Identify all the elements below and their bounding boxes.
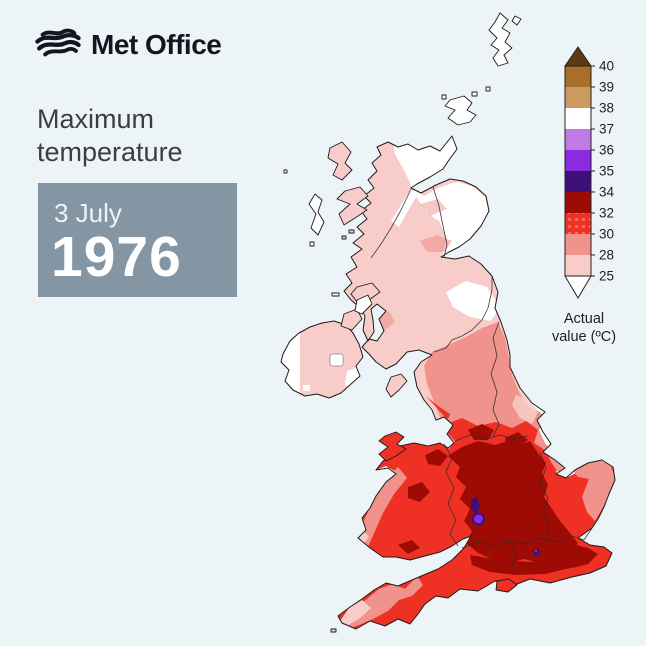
orkney: [444, 95, 477, 126]
brand-name: Met Office: [91, 29, 222, 60]
legend-segment: [565, 66, 591, 87]
legend-segment: [565, 108, 591, 129]
legend-title-line2: value (ºC): [552, 329, 616, 345]
anglesey: [378, 431, 407, 462]
legend-tick-label: 35: [599, 164, 614, 179]
hotspot-35-36: [474, 514, 483, 524]
met-office-waves-icon: [35, 28, 81, 57]
skye: [336, 186, 369, 226]
legend-segment: [565, 171, 591, 192]
uists: [308, 193, 325, 236]
legend-segment: [565, 255, 591, 276]
legend-tick-label: 40: [599, 59, 614, 74]
isle-of-wight: [495, 578, 518, 593]
legend-tick-label: 39: [599, 80, 614, 95]
legend-title-line1: Actual: [564, 311, 604, 327]
legend-segment-texture: [565, 213, 591, 234]
temperature-legend: 40 39 38 37 36 35 34 32 30 28 25: [564, 46, 615, 299]
northern-ireland: [280, 320, 364, 399]
legend-segment: [565, 150, 591, 171]
legend-tick-label: 36: [599, 143, 614, 158]
legend-segment: [565, 192, 591, 213]
zone-32-34: [448, 441, 578, 563]
hotspot-34-35: [471, 497, 480, 515]
isle-of-man: [385, 373, 408, 398]
legend-segment: [565, 234, 591, 255]
jura: [354, 294, 373, 315]
lough-neagh: [329, 353, 344, 367]
legend-arrow-above-40: [564, 46, 592, 67]
coastlines: [280, 12, 616, 633]
legend-tick-label: 28: [599, 248, 614, 263]
title-line2: temperature: [37, 137, 183, 167]
legend-segment: [565, 129, 591, 150]
legend-tick-label: 37: [599, 122, 614, 137]
page-title: Maximum temperature: [37, 103, 183, 169]
date-day: 3 July: [54, 198, 122, 228]
title-line1: Maximum: [37, 104, 155, 134]
date-panel: 3 July 1976: [38, 183, 237, 297]
legend-segment: [565, 87, 591, 108]
met-office-logo: Met Office: [34, 26, 222, 64]
shetland: [488, 12, 513, 67]
legend-tick-label: 34: [599, 185, 615, 200]
legend-tick-label: 25: [599, 269, 614, 284]
lewis-harris: [327, 141, 353, 181]
legend-tick-label: 32: [599, 206, 614, 221]
legend-tick-label: 30: [599, 227, 614, 242]
date-year: 1976: [51, 225, 182, 289]
legend-arrow-below-25: [564, 275, 592, 299]
legend-tick-label: 38: [599, 101, 614, 116]
